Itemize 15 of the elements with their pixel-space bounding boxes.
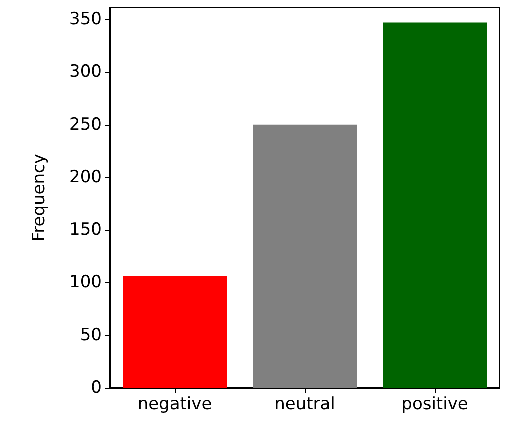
y-tick-label: 200 (70, 167, 102, 188)
x-tick-label: positive (402, 394, 468, 414)
y-tick-label: 50 (80, 325, 102, 346)
x-tick-label: neutral (274, 394, 336, 414)
y-tick-label: 100 (70, 272, 102, 293)
x-tick-label: negative (138, 394, 212, 414)
y-tick-label: 300 (70, 62, 102, 82)
y-axis-title: Frequency (30, 154, 50, 242)
y-tick-label: 350 (70, 10, 102, 30)
y-tick-label: 0 (91, 378, 102, 398)
bar (253, 124, 357, 388)
y-tick-label: 150 (70, 220, 102, 240)
bar (383, 22, 487, 388)
y-tick-label: 250 (70, 114, 102, 135)
bar (123, 276, 227, 388)
